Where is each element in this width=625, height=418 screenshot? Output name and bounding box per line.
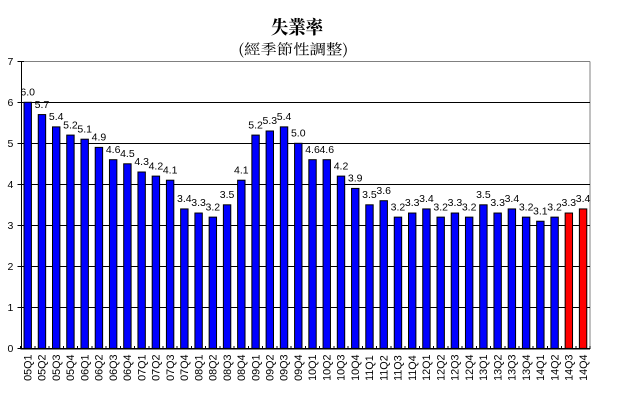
svg-text:06Q4: 06Q4 (122, 354, 134, 380)
svg-text:06Q2: 06Q2 (94, 354, 106, 380)
svg-text:5.0: 5.0 (291, 127, 306, 139)
svg-text:5: 5 (8, 138, 14, 150)
svg-text:07Q3: 07Q3 (165, 354, 177, 380)
svg-text:12Q3: 12Q3 (450, 354, 462, 380)
svg-text:05Q2: 05Q2 (37, 354, 49, 380)
svg-text:3.3: 3.3 (448, 197, 463, 209)
svg-text:3.3: 3.3 (490, 197, 505, 209)
svg-text:3.2: 3.2 (519, 201, 534, 213)
svg-text:12Q2: 12Q2 (435, 354, 447, 380)
svg-text:05Q3: 05Q3 (51, 354, 63, 380)
svg-text:3.2: 3.2 (433, 201, 448, 213)
svg-text:08Q1: 08Q1 (193, 354, 205, 380)
svg-text:06Q1: 06Q1 (79, 354, 91, 380)
svg-text:08Q2: 08Q2 (208, 354, 220, 380)
svg-text:06Q3: 06Q3 (108, 354, 120, 380)
svg-text:14Q4: 14Q4 (578, 354, 590, 380)
svg-text:14Q2: 14Q2 (549, 354, 561, 380)
svg-text:3.2: 3.2 (462, 201, 477, 213)
svg-text:3.4: 3.4 (419, 193, 434, 205)
svg-text:5.4: 5.4 (49, 111, 64, 123)
svg-text:3.4: 3.4 (505, 193, 520, 205)
svg-text:6: 6 (8, 97, 14, 109)
svg-text:09Q3: 09Q3 (279, 354, 291, 380)
svg-text:12Q1: 12Q1 (421, 354, 433, 380)
svg-text:1: 1 (8, 302, 14, 314)
svg-text:13Q4: 13Q4 (521, 354, 533, 380)
svg-text:12Q4: 12Q4 (464, 354, 476, 380)
svg-text:3.3: 3.3 (405, 197, 420, 209)
svg-text:13Q3: 13Q3 (507, 354, 519, 380)
svg-text:11Q4: 11Q4 (407, 355, 419, 381)
svg-text:3.5: 3.5 (362, 189, 377, 201)
svg-text:3.2: 3.2 (206, 201, 221, 213)
svg-text:3.3: 3.3 (191, 197, 206, 209)
svg-text:14Q1: 14Q1 (535, 354, 547, 380)
svg-text:3.6: 3.6 (376, 185, 391, 197)
svg-text:4.6: 4.6 (319, 144, 334, 156)
svg-text:4.6: 4.6 (305, 144, 320, 156)
svg-text:3: 3 (8, 220, 14, 232)
svg-text:14Q3: 14Q3 (564, 354, 576, 380)
svg-text:09Q1: 09Q1 (250, 354, 262, 380)
svg-text:5.4: 5.4 (277, 111, 292, 123)
svg-text:11Q1: 11Q1 (364, 355, 376, 381)
svg-text:11Q2: 11Q2 (378, 355, 390, 381)
svg-text:05Q1: 05Q1 (22, 354, 34, 380)
svg-text:13Q2: 13Q2 (492, 354, 504, 380)
svg-text:07Q4: 07Q4 (179, 354, 191, 380)
svg-text:3.5: 3.5 (476, 189, 491, 201)
svg-text:07Q2: 07Q2 (151, 354, 163, 380)
svg-text:5.3: 5.3 (262, 115, 277, 127)
svg-text:3.2: 3.2 (391, 201, 406, 213)
svg-text:5.7: 5.7 (35, 99, 50, 111)
svg-text:08Q3: 08Q3 (222, 354, 234, 380)
svg-text:3.2: 3.2 (547, 201, 562, 213)
svg-text:09Q2: 09Q2 (265, 354, 277, 380)
svg-text:10Q4: 10Q4 (350, 354, 362, 380)
svg-text:10Q2: 10Q2 (321, 354, 333, 380)
svg-text:13Q1: 13Q1 (478, 354, 490, 380)
svg-text:4: 4 (8, 179, 14, 191)
svg-text:4.3: 4.3 (134, 156, 149, 168)
svg-text:3.5: 3.5 (220, 189, 235, 201)
svg-text:7: 7 (8, 56, 14, 68)
svg-text:4.6: 4.6 (106, 144, 121, 156)
svg-text:4.5: 4.5 (120, 148, 135, 160)
svg-text:08Q4: 08Q4 (236, 354, 248, 380)
svg-text:5.2: 5.2 (248, 119, 263, 131)
svg-text:05Q4: 05Q4 (65, 354, 77, 380)
svg-text:5.2: 5.2 (63, 119, 78, 131)
svg-text:3.4: 3.4 (177, 193, 192, 205)
svg-text:0: 0 (8, 343, 14, 355)
svg-text:11Q3: 11Q3 (393, 355, 405, 381)
svg-text:4.9: 4.9 (92, 132, 107, 144)
svg-text:3.3: 3.3 (562, 197, 577, 209)
svg-text:10Q3: 10Q3 (336, 354, 348, 380)
svg-text:07Q1: 07Q1 (136, 354, 148, 380)
svg-text:6.0: 6.0 (20, 86, 35, 98)
svg-text:4.2: 4.2 (334, 160, 349, 172)
svg-text:09Q4: 09Q4 (293, 354, 305, 380)
svg-text:10Q1: 10Q1 (307, 354, 319, 380)
svg-text:3.1: 3.1 (533, 205, 548, 217)
svg-text:3.9: 3.9 (348, 173, 363, 185)
svg-text:3.4: 3.4 (576, 193, 591, 205)
svg-text:4.2: 4.2 (149, 160, 164, 172)
svg-text:4.1: 4.1 (163, 164, 178, 176)
svg-text:5.1: 5.1 (77, 123, 92, 135)
svg-text:2: 2 (8, 261, 14, 273)
svg-text:4.1: 4.1 (234, 164, 249, 176)
